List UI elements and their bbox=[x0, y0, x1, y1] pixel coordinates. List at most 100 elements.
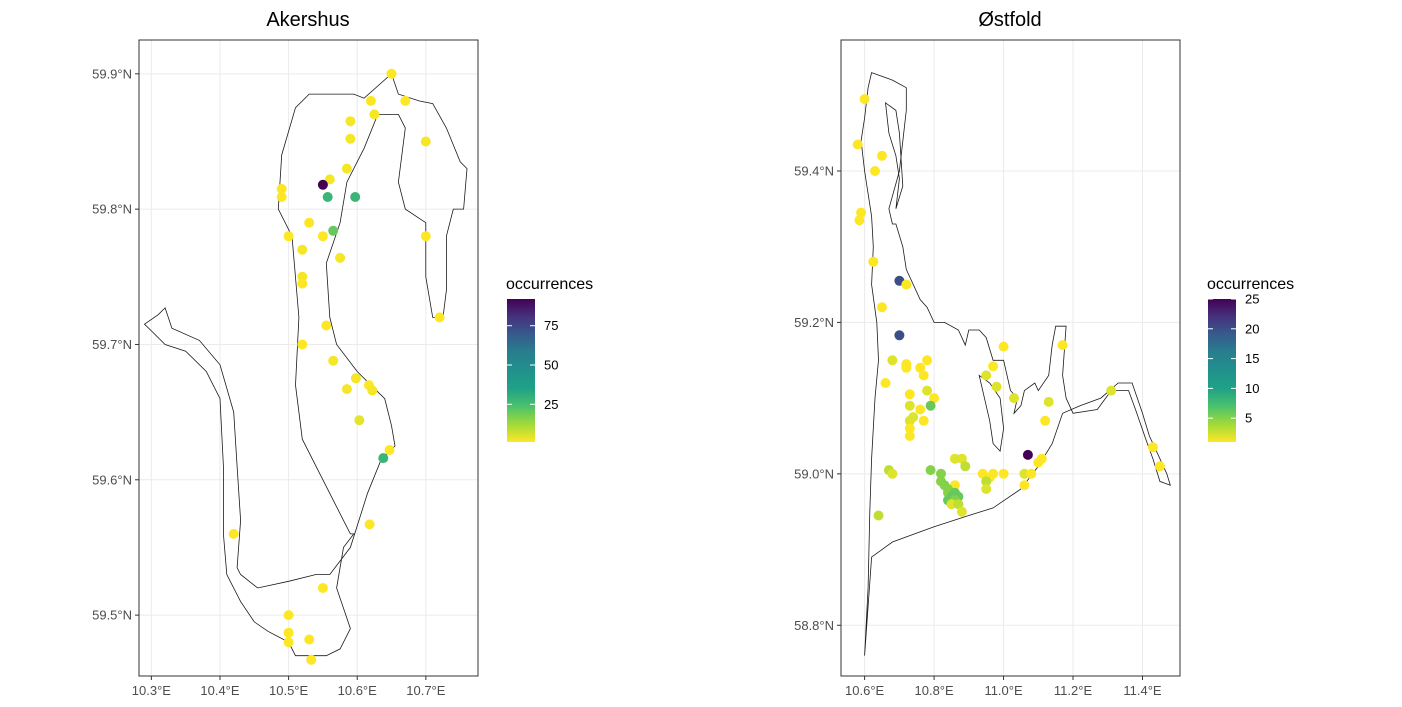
x-tick-label: 11.4°E bbox=[1123, 683, 1162, 698]
colorbar-tick-label: 5 bbox=[1245, 411, 1252, 426]
occurrence-point bbox=[420, 231, 431, 242]
occurrence-point bbox=[922, 355, 933, 366]
occurrence-point bbox=[335, 252, 346, 263]
occurrence-point bbox=[276, 183, 287, 194]
occurrence-point bbox=[956, 506, 967, 517]
occurrence-point bbox=[228, 528, 239, 539]
colorbar-tick-label: 25 bbox=[544, 397, 558, 412]
occurrence-point bbox=[854, 215, 865, 226]
occurrence-point bbox=[877, 302, 887, 313]
data-points bbox=[228, 68, 445, 665]
occurrence-point bbox=[922, 385, 933, 396]
occurrence-point bbox=[1022, 449, 1033, 460]
occurrence-point bbox=[306, 654, 317, 665]
occurrence-point bbox=[859, 94, 870, 105]
y-tick-label: 59.8°N bbox=[92, 202, 132, 217]
occurrence-point bbox=[929, 393, 940, 404]
occurrence-point bbox=[434, 312, 445, 323]
occurrence-point bbox=[367, 385, 378, 396]
occurrence-point bbox=[925, 400, 936, 411]
occurrence-point bbox=[880, 378, 891, 388]
occurrence-point bbox=[915, 404, 926, 415]
occurrence-point bbox=[1147, 442, 1158, 453]
occurrence-point bbox=[378, 453, 389, 464]
occurrence-point bbox=[328, 355, 339, 366]
y-tick-label: 59.2°N bbox=[794, 315, 834, 330]
y-tick-label: 59.6°N bbox=[92, 472, 132, 487]
occurrence-point bbox=[887, 468, 898, 479]
x-tick-label: 10.3°E bbox=[132, 683, 172, 698]
data-points bbox=[852, 94, 1165, 521]
y-tick-label: 59.9°N bbox=[92, 66, 132, 81]
x-tick-label: 10.8°E bbox=[915, 683, 955, 698]
grid-lines bbox=[841, 40, 1180, 676]
occurrence-point bbox=[894, 330, 905, 341]
occurrence-point bbox=[321, 320, 332, 331]
occurrence-point bbox=[1106, 385, 1117, 396]
y-tick-labels: 58.8°N 59.0°N 59.2°N 59.4°N bbox=[794, 163, 841, 633]
legend-ostfold: occurrences 5 10 15 20 25 bbox=[1207, 276, 1294, 442]
colorbar-tick-label: 20 bbox=[1245, 321, 1259, 336]
island-outline bbox=[885, 101, 904, 209]
x-tick-label: 10.6°E bbox=[338, 683, 378, 698]
occurrence-point bbox=[1040, 415, 1051, 426]
occurrence-point bbox=[365, 95, 376, 106]
colorbar-tick-label: 15 bbox=[1245, 351, 1259, 366]
colorbar-tick-label: 10 bbox=[1245, 381, 1259, 396]
occurrence-point bbox=[1026, 468, 1037, 479]
occurrence-point bbox=[1019, 480, 1030, 491]
occurrence-point bbox=[904, 389, 915, 400]
occurrence-point bbox=[364, 519, 375, 530]
occurrence-point bbox=[345, 133, 356, 144]
occurrence-point bbox=[936, 468, 946, 479]
occurrence-point bbox=[918, 415, 929, 426]
x-tick-label: 10.6°E bbox=[845, 683, 885, 698]
occurrence-point bbox=[918, 370, 929, 381]
occurrence-point bbox=[328, 225, 339, 236]
island-outlines bbox=[885, 101, 1005, 452]
colorbar-tick-label: 25 bbox=[1245, 292, 1259, 307]
occurrence-point bbox=[949, 453, 960, 464]
occurrence-point bbox=[953, 499, 964, 510]
occurrence-point bbox=[904, 415, 915, 426]
legend-akershus: occurrences 25 50 75 bbox=[506, 276, 593, 442]
occurrence-point bbox=[1009, 393, 1019, 404]
x-tick-label: 10.7°E bbox=[406, 683, 446, 698]
occurrence-point bbox=[981, 484, 992, 494]
occurrence-point bbox=[276, 192, 287, 202]
occurrence-point bbox=[981, 370, 992, 381]
panel-title: Akershus bbox=[266, 9, 349, 31]
y-tick-label: 59.0°N bbox=[794, 466, 834, 481]
occurrence-point bbox=[877, 150, 887, 161]
region-outline bbox=[143, 73, 468, 657]
occurrence-point bbox=[386, 68, 397, 79]
grid-lines bbox=[139, 40, 478, 676]
occurrence-point bbox=[904, 400, 915, 411]
occurrence-point bbox=[915, 362, 926, 373]
x-tick-label: 10.4°E bbox=[200, 683, 240, 698]
occurrence-point bbox=[1019, 468, 1030, 479]
occurrence-point bbox=[852, 139, 863, 150]
colorbar-ticks: 25 50 75 bbox=[507, 318, 558, 412]
occurrence-point bbox=[283, 231, 294, 242]
colorbar-tick-label: 50 bbox=[544, 358, 558, 373]
occurrence-point bbox=[350, 192, 361, 202]
occurrence-point bbox=[998, 468, 1009, 479]
occurrence-point bbox=[1057, 340, 1068, 351]
occurrence-point bbox=[304, 634, 315, 645]
occurrence-point bbox=[991, 381, 1002, 392]
occurrence-point bbox=[901, 362, 912, 373]
occurrence-point bbox=[956, 453, 967, 464]
occurrence-point bbox=[317, 583, 328, 593]
region-outline bbox=[860, 72, 1171, 656]
occurrence-point bbox=[400, 95, 411, 106]
occurrence-point bbox=[283, 627, 294, 638]
legend-title: occurrences bbox=[1207, 276, 1294, 293]
occurrence-point bbox=[317, 179, 328, 190]
x-tick-label: 11.2°E bbox=[1054, 683, 1093, 698]
y-tick-labels: 59.5°N 59.6°N 59.7°N 59.8°N 59.9°N bbox=[92, 66, 139, 623]
occurrence-point bbox=[870, 166, 880, 176]
occurrence-point bbox=[1043, 396, 1054, 407]
occurrence-point bbox=[341, 163, 352, 174]
